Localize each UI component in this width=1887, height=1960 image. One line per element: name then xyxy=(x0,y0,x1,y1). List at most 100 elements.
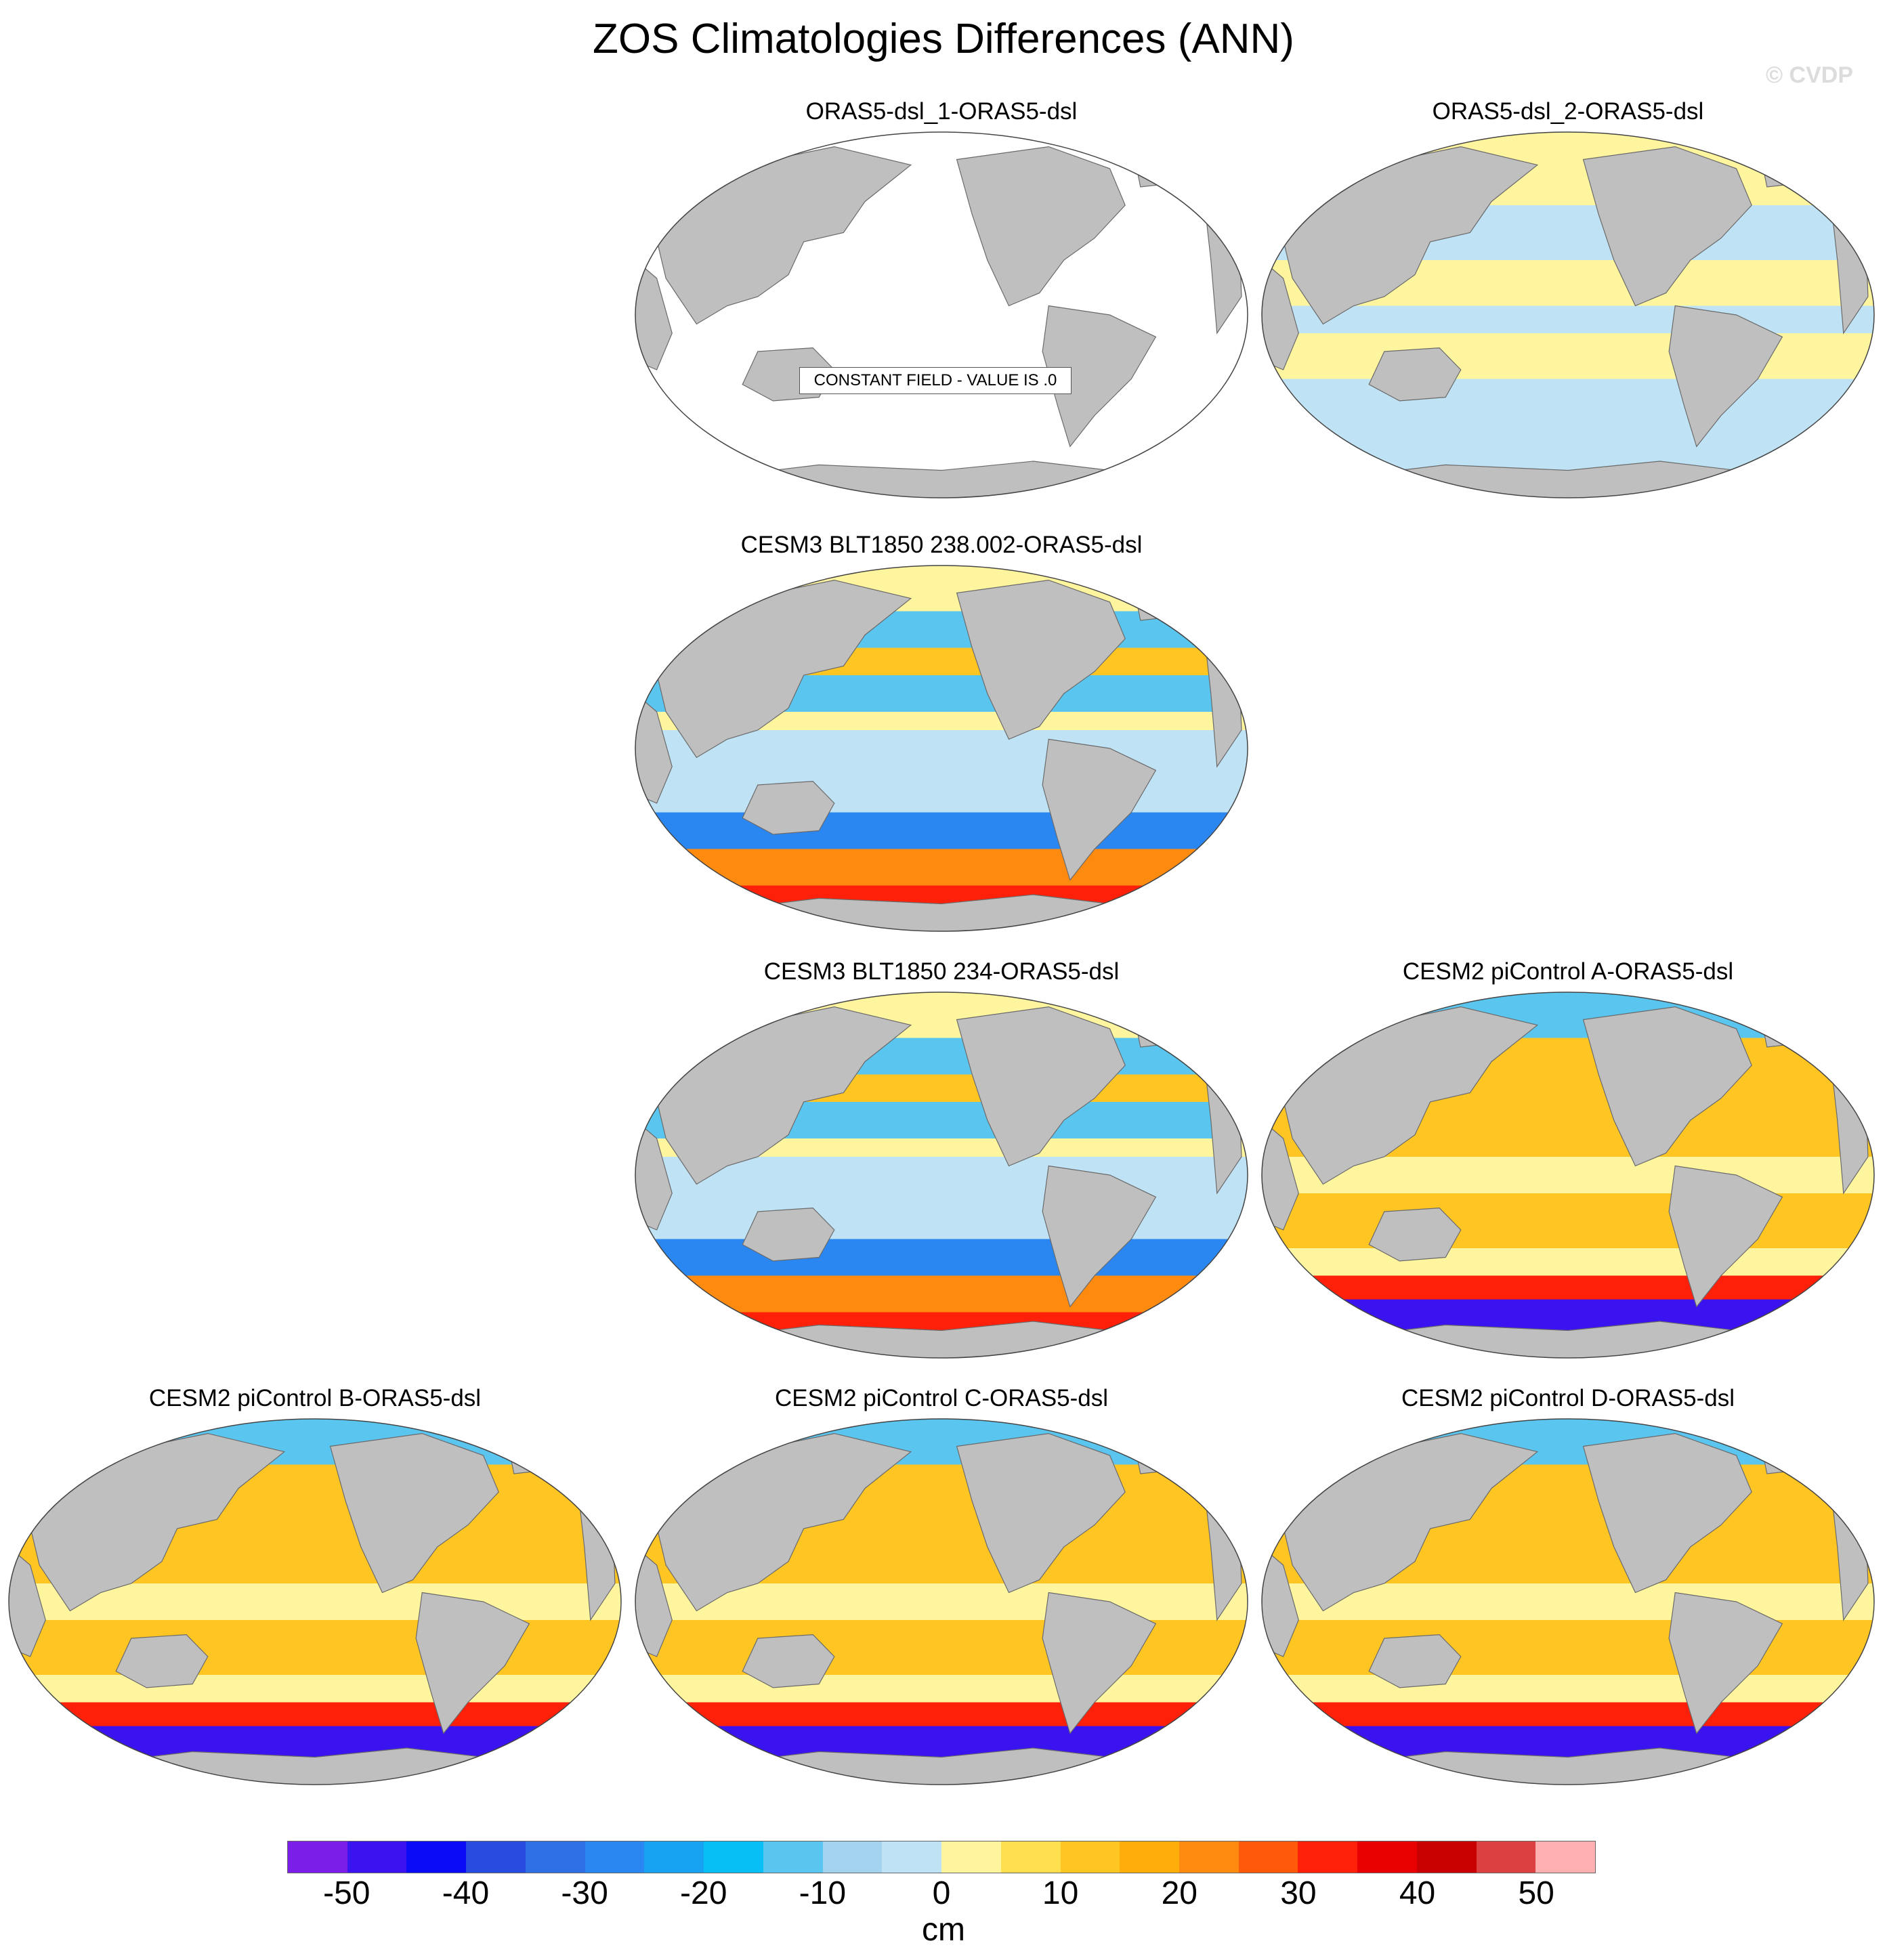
colorbar-tick-label: 10 xyxy=(1042,1875,1079,1911)
anomaly-band xyxy=(1262,992,1874,1039)
colorbar-tick-label: 20 xyxy=(1161,1875,1197,1911)
land-mass xyxy=(329,1432,499,1594)
anomaly-band xyxy=(635,1702,1248,1727)
land-mass xyxy=(1668,305,1783,448)
anomaly-band xyxy=(635,566,1248,612)
colorbar-swatch xyxy=(1357,1841,1417,1873)
colorbar-swatch xyxy=(1120,1841,1180,1873)
panel-title: CESM2 piControl B-ORAS5-dsl xyxy=(148,1385,482,1411)
map-panel-8: CESM2 piControl D-ORAS5-dsl xyxy=(1256,1382,1880,1788)
colorbar-swatch xyxy=(466,1841,526,1873)
robinson-map xyxy=(1261,131,1875,498)
colorbar-tick-label: -40 xyxy=(442,1875,490,1911)
map-border xyxy=(635,565,1248,932)
land-mass xyxy=(696,1321,1187,1358)
land-mass xyxy=(635,1119,673,1231)
robinson-map xyxy=(1261,992,1875,1359)
map-border xyxy=(8,1418,622,1785)
land-mass xyxy=(1262,1119,1299,1231)
anomaly-band xyxy=(635,1275,1248,1313)
anomaly-band xyxy=(635,730,1248,813)
anomaly-band xyxy=(1262,1275,1874,1300)
colorbar-swatch xyxy=(288,1841,347,1873)
anomaly-band xyxy=(9,1419,621,1466)
land-mass xyxy=(1262,1546,1299,1657)
anomaly-band xyxy=(1262,333,1874,380)
land-mass xyxy=(696,461,1187,498)
land-mass xyxy=(1368,347,1462,402)
land-mass xyxy=(9,1546,46,1657)
map-panel-3: CESM3 BLT1850 238.002-ORAS5-dsl xyxy=(630,528,1253,935)
colorbar-swatch xyxy=(1000,1841,1061,1873)
colorbar-tick-label: -30 xyxy=(561,1875,608,1911)
colorbar-tick-labels: -50 -40 -30 -20 -10 0 10 20 30 40 50 xyxy=(0,1875,1887,1915)
map-panel-5: CESM2 piControl A-ORAS5-dsl xyxy=(1256,955,1880,1361)
colorbar-swatch xyxy=(1179,1841,1239,1873)
land-mass xyxy=(115,1634,209,1688)
anomaly-band xyxy=(1262,305,1874,334)
anomaly-band xyxy=(1262,1675,1874,1703)
land-mass xyxy=(1042,1165,1157,1308)
land-mass xyxy=(1323,461,1813,498)
panel-title: CESM2 piControl D-ORAS5-dsl xyxy=(1401,1385,1735,1411)
land-mass xyxy=(1323,1321,1813,1358)
colorbar-tick-label: 50 xyxy=(1518,1875,1554,1911)
land-mass xyxy=(742,780,835,835)
land-mass xyxy=(415,1592,530,1734)
colorbar-swatch xyxy=(763,1841,823,1873)
panel-title: CESM2 piControl C-ORAS5-dsl xyxy=(774,1385,1109,1411)
land-mass xyxy=(1668,1592,1783,1734)
land-mass xyxy=(956,579,1126,740)
colorbar-swatch xyxy=(1476,1841,1536,1873)
robinson-map xyxy=(635,131,1248,498)
land-mass xyxy=(70,1747,560,1785)
anomaly-band xyxy=(635,1157,1248,1240)
colorbar-units: cm xyxy=(922,1912,965,1948)
land-mass xyxy=(696,1747,1187,1785)
land-mass xyxy=(696,894,1187,931)
land-mass xyxy=(1042,1592,1157,1734)
robinson-map xyxy=(635,565,1248,932)
colorbar-swatch xyxy=(1238,1841,1298,1873)
land-mass xyxy=(956,1006,1126,1167)
map-border xyxy=(1261,1418,1875,1785)
land-mass xyxy=(1368,1207,1462,1262)
colorbar-tick-label: -50 xyxy=(323,1875,370,1911)
panel-title: ORAS5-dsl_2-ORAS5-dsl xyxy=(1432,98,1704,125)
colorbar-swatch xyxy=(585,1841,645,1873)
land-mass xyxy=(635,1546,673,1657)
anomaly-band xyxy=(9,1675,621,1703)
map-border xyxy=(635,992,1248,1359)
map-panel-1: ORAS5-dsl_1-ORAS5-dsl CONSTANT FIELD - VA… xyxy=(630,95,1253,501)
colorbar-swatch xyxy=(644,1841,704,1873)
colorbar-swatch xyxy=(941,1841,1001,1873)
panel-title: ORAS5-dsl_1-ORAS5-dsl xyxy=(805,98,1078,125)
land-mass xyxy=(742,1634,835,1688)
colorbar-tick-label: -20 xyxy=(680,1875,727,1911)
map-panel-6: CESM2 piControl B-ORAS5-dsl xyxy=(3,1382,627,1788)
anomaly-band xyxy=(9,1702,621,1727)
colorbar-swatch xyxy=(1060,1841,1120,1873)
colorbar-swatch xyxy=(525,1841,585,1873)
land-mass xyxy=(1582,146,1752,307)
colorbar xyxy=(287,1841,1596,1873)
anomaly-band xyxy=(1262,1193,1874,1249)
anomaly-band xyxy=(1262,1620,1874,1676)
land-mass xyxy=(1262,259,1299,370)
land-mass xyxy=(742,1207,835,1262)
robinson-map xyxy=(635,1418,1248,1785)
land-mass xyxy=(635,692,673,804)
anomaly-band xyxy=(1262,1248,1874,1277)
anomaly-band xyxy=(1262,1702,1874,1727)
colorbar-tick-label: 0 xyxy=(932,1875,951,1911)
anomaly-band xyxy=(1262,1419,1874,1466)
colorbar-swatch xyxy=(1416,1841,1477,1873)
robinson-map xyxy=(1261,1418,1875,1785)
anomaly-band xyxy=(635,1419,1248,1466)
colorbar-swatch xyxy=(347,1841,407,1873)
cvdp-watermark: © CVDP xyxy=(1766,62,1853,88)
anomaly-band xyxy=(635,1675,1248,1703)
anomaly-band xyxy=(635,849,1248,887)
land-mass xyxy=(1582,1432,1752,1594)
panel-title: CESM3 BLT1850 238.002-ORAS5-dsl xyxy=(740,532,1143,558)
